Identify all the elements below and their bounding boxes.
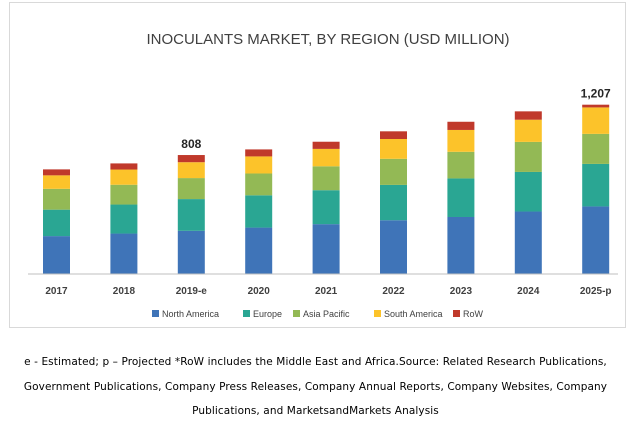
- bar-row-2018: [110, 163, 138, 170]
- bar-north-america-2018: [110, 233, 138, 274]
- bar-south-america-2020: [245, 156, 273, 174]
- bar-row-2024: [514, 111, 542, 120]
- legend-label-europe: Europe: [253, 309, 282, 319]
- bar-asia-pacific-2021: [312, 166, 340, 191]
- bar-north-america-2020: [245, 227, 273, 274]
- bar-north-america-2017: [43, 236, 70, 274]
- chart-frame: INOCULANTS MARKET, BY REGION (USD MILLIO…: [9, 2, 626, 328]
- bar-europe-2021: [312, 190, 340, 225]
- bar-row-2021: [312, 141, 340, 149]
- bar-south-america-2023: [447, 129, 475, 152]
- bar-asia-pacific-2023: [447, 151, 475, 179]
- bar-asia-pacific-2025-p: [582, 133, 610, 164]
- legend-label-north-america: North America: [162, 309, 219, 319]
- x-tick-label-2024: 2024: [517, 286, 540, 297]
- legend-label-south-america: South America: [384, 309, 443, 319]
- bar-europe-2017: [43, 209, 70, 237]
- bar-north-america-2024: [514, 211, 542, 274]
- bar-europe-2020: [245, 195, 273, 228]
- data-label-2025-p: 1,207: [581, 87, 611, 101]
- legend-swatch-europe: [243, 310, 250, 317]
- bar-row-2017: [43, 169, 70, 176]
- legend-label-row: RoW: [463, 309, 484, 319]
- legend: North America Europe Asia Pacific South Ame…: [152, 309, 484, 319]
- data-label-2019-e: 808: [181, 137, 201, 151]
- legend-swatch-south-america: [374, 310, 381, 317]
- bars-group: [43, 104, 610, 274]
- bar-south-america-2019-e: [177, 162, 205, 179]
- bar-south-america-2025-p: [582, 107, 610, 134]
- legend-label-asia-pacific: Asia Pacific: [303, 309, 350, 319]
- bar-asia-pacific-2022: [380, 158, 407, 185]
- x-tick-label-2025-p: 2025-p: [580, 286, 612, 297]
- bar-europe-2025-p: [582, 163, 610, 207]
- bar-north-america-2021: [312, 224, 340, 274]
- x-tick-labels-group: 2017 2018 2019-e 2020 2021 2022 2023 2024 2025-p: [45, 286, 611, 297]
- x-tick-label-2023: 2023: [450, 286, 473, 297]
- bar-europe-2019-e: [177, 199, 205, 231]
- bar-south-america-2024: [514, 119, 542, 142]
- x-tick-label-2017: 2017: [45, 286, 68, 297]
- x-tick-label-2020: 2020: [248, 286, 271, 297]
- source-note: e - Estimated; p – Projected *RoW includ…: [23, 356, 608, 417]
- bar-row-2019-e: [177, 155, 205, 163]
- bar-row-2022: [380, 131, 407, 139]
- bar-row-2020: [245, 149, 273, 157]
- chart: INOCULANTS MARKET, BY REGION (USD MILLIO…: [28, 31, 618, 319]
- legend-swatch-row: [453, 310, 460, 317]
- bar-south-america-2022: [380, 139, 407, 159]
- bar-asia-pacific-2024: [514, 141, 542, 172]
- bar-north-america-2025-p: [582, 206, 610, 274]
- data-labels-group: 808 1,207: [181, 87, 611, 151]
- bar-europe-2024: [514, 171, 542, 212]
- bar-asia-pacific-2020: [245, 173, 273, 196]
- x-tick-label-2018: 2018: [113, 286, 136, 297]
- bar-south-america-2018: [110, 169, 138, 185]
- bar-europe-2018: [110, 204, 138, 234]
- bar-south-america-2017: [43, 175, 70, 189]
- chart-title: INOCULANTS MARKET, BY REGION (USD MILLIO…: [146, 31, 509, 48]
- x-tick-label-2019-e: 2019-e: [176, 286, 208, 297]
- legend-swatch-north-america: [152, 310, 159, 317]
- bar-asia-pacific-2018: [110, 184, 138, 205]
- bar-south-america-2021: [312, 148, 340, 167]
- bar-asia-pacific-2017: [43, 188, 70, 210]
- bar-north-america-2019-e: [177, 230, 205, 274]
- x-tick-label-2021: 2021: [315, 286, 338, 297]
- bar-row-2023: [447, 121, 475, 130]
- bar-asia-pacific-2019-e: [177, 178, 205, 200]
- bar-europe-2023: [447, 178, 475, 217]
- x-tick-label-2022: 2022: [382, 286, 405, 297]
- legend-swatch-asia-pacific: [293, 310, 300, 317]
- bar-north-america-2023: [447, 217, 475, 274]
- bar-north-america-2022: [380, 220, 407, 274]
- bar-europe-2022: [380, 184, 407, 221]
- bar-row-2025-p: [582, 104, 610, 108]
